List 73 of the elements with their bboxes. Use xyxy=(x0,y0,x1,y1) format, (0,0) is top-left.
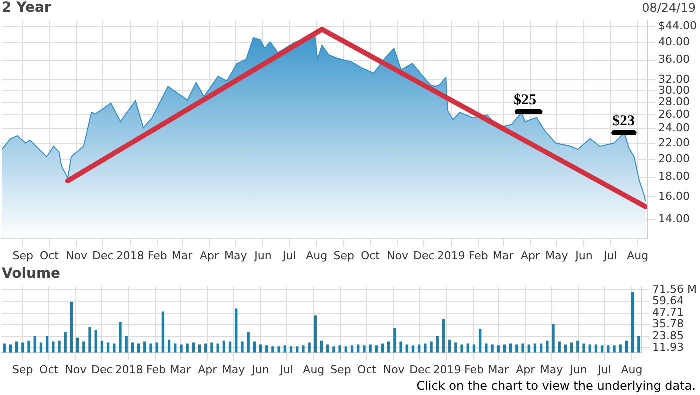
x-tick-label: Sep xyxy=(334,249,354,262)
x-tick-label: Dec xyxy=(92,249,114,262)
x-tick-label: Dec xyxy=(92,363,113,376)
annotation: $25 xyxy=(514,92,537,108)
x-tick-label: Aug xyxy=(627,249,649,262)
x-tick-label: Feb xyxy=(468,249,488,262)
x-tick-label: Feb xyxy=(148,249,168,262)
x-tick-label: Nov xyxy=(65,363,88,376)
x-tick-label: Oct xyxy=(40,249,60,262)
x-tick-label: Jul xyxy=(597,363,612,376)
x-tick-label: Oct xyxy=(358,363,378,376)
x-tick-label: Mar xyxy=(170,363,192,376)
x-tick-label: Jul xyxy=(602,249,618,262)
y-tick-label: 35.78 xyxy=(652,318,684,331)
x-tick-label: 2019 xyxy=(437,249,466,262)
x-tick-label: Jul xyxy=(282,249,296,262)
x-tick-label: Dec xyxy=(410,363,431,376)
x-tick-label: Jun xyxy=(251,363,270,376)
x-tick-label: Dec xyxy=(413,249,435,262)
y-tick-label: 22.00 xyxy=(658,136,690,150)
y-tick-label: 28.00 xyxy=(658,96,690,109)
x-tick-label: May xyxy=(222,363,246,376)
x-tick-label: Jun xyxy=(574,249,593,262)
x-tick-label: 2018 xyxy=(115,363,144,376)
chart-title: Volume xyxy=(2,266,61,282)
x-tick-label: Apr xyxy=(198,363,218,376)
x-tick-label: Mar xyxy=(492,249,514,262)
x-tick-label: Aug xyxy=(303,363,325,376)
y-tick-label: 16.00 xyxy=(658,190,690,204)
x-tick-label: May xyxy=(540,363,564,376)
x-tick-label: Feb xyxy=(464,363,484,376)
x-tick-label: Jun xyxy=(254,249,272,262)
x-tick-label: Sep xyxy=(330,363,352,376)
y-tick-label: 32.00 xyxy=(658,73,690,86)
y-tick-label: 26.00 xyxy=(658,108,690,122)
y-tick-label: 14.00 xyxy=(658,212,690,226)
y-tick-label: 18.00 xyxy=(658,170,690,184)
x-tick-label: Sep xyxy=(12,363,34,376)
y-tick-label: 36.00 xyxy=(658,53,690,66)
x-tick-label: May xyxy=(546,249,569,262)
text: Click on the chart to view the underlying data. xyxy=(416,379,696,394)
y-tick-label: 11.93 xyxy=(652,340,684,354)
x-tick-label: Jun xyxy=(569,363,588,376)
x-tick-label: Aug xyxy=(621,363,643,376)
x-tick-label: Aug xyxy=(306,249,328,262)
annotation: $23 xyxy=(612,113,636,130)
x-tick-label: Sep xyxy=(12,249,34,262)
y-tick-label: 23.85 xyxy=(652,329,684,342)
x-tick-label: Apr xyxy=(200,249,220,262)
x-tick-label: Feb xyxy=(146,363,166,376)
y-tick-label: 59.64 xyxy=(652,294,684,308)
x-tick-label: Mar xyxy=(172,249,194,262)
y-tick-label: 30.00 xyxy=(658,84,690,97)
y-tick-label: $44.00 xyxy=(658,19,698,32)
y-tick-label: 71.56 M xyxy=(652,283,698,296)
y-tick-label: 40.00 xyxy=(658,35,690,48)
y-tick-label: 24.00 xyxy=(658,122,690,135)
x-tick-label: May xyxy=(224,249,248,262)
y-tick-label: 20.00 xyxy=(658,152,690,166)
chart-title: 2 Year xyxy=(2,0,52,16)
x-tick-label: Nov xyxy=(66,249,88,262)
y-tick-label: 47.71 xyxy=(652,306,684,320)
x-tick-label: 2019 xyxy=(433,363,462,376)
x-tick-label: Nov xyxy=(387,249,409,262)
x-tick-label: Apr xyxy=(521,249,541,262)
text: 08/24/19 xyxy=(642,1,696,16)
x-tick-label: Oct xyxy=(40,363,60,376)
x-tick-label: Nov xyxy=(383,363,406,376)
x-tick-label: 2018 xyxy=(116,249,144,262)
x-tick-label: Mar xyxy=(488,363,510,376)
x-tick-label: Jul xyxy=(279,363,294,376)
x-tick-label: Oct xyxy=(360,249,381,262)
x-tick-label: Apr xyxy=(516,363,536,376)
